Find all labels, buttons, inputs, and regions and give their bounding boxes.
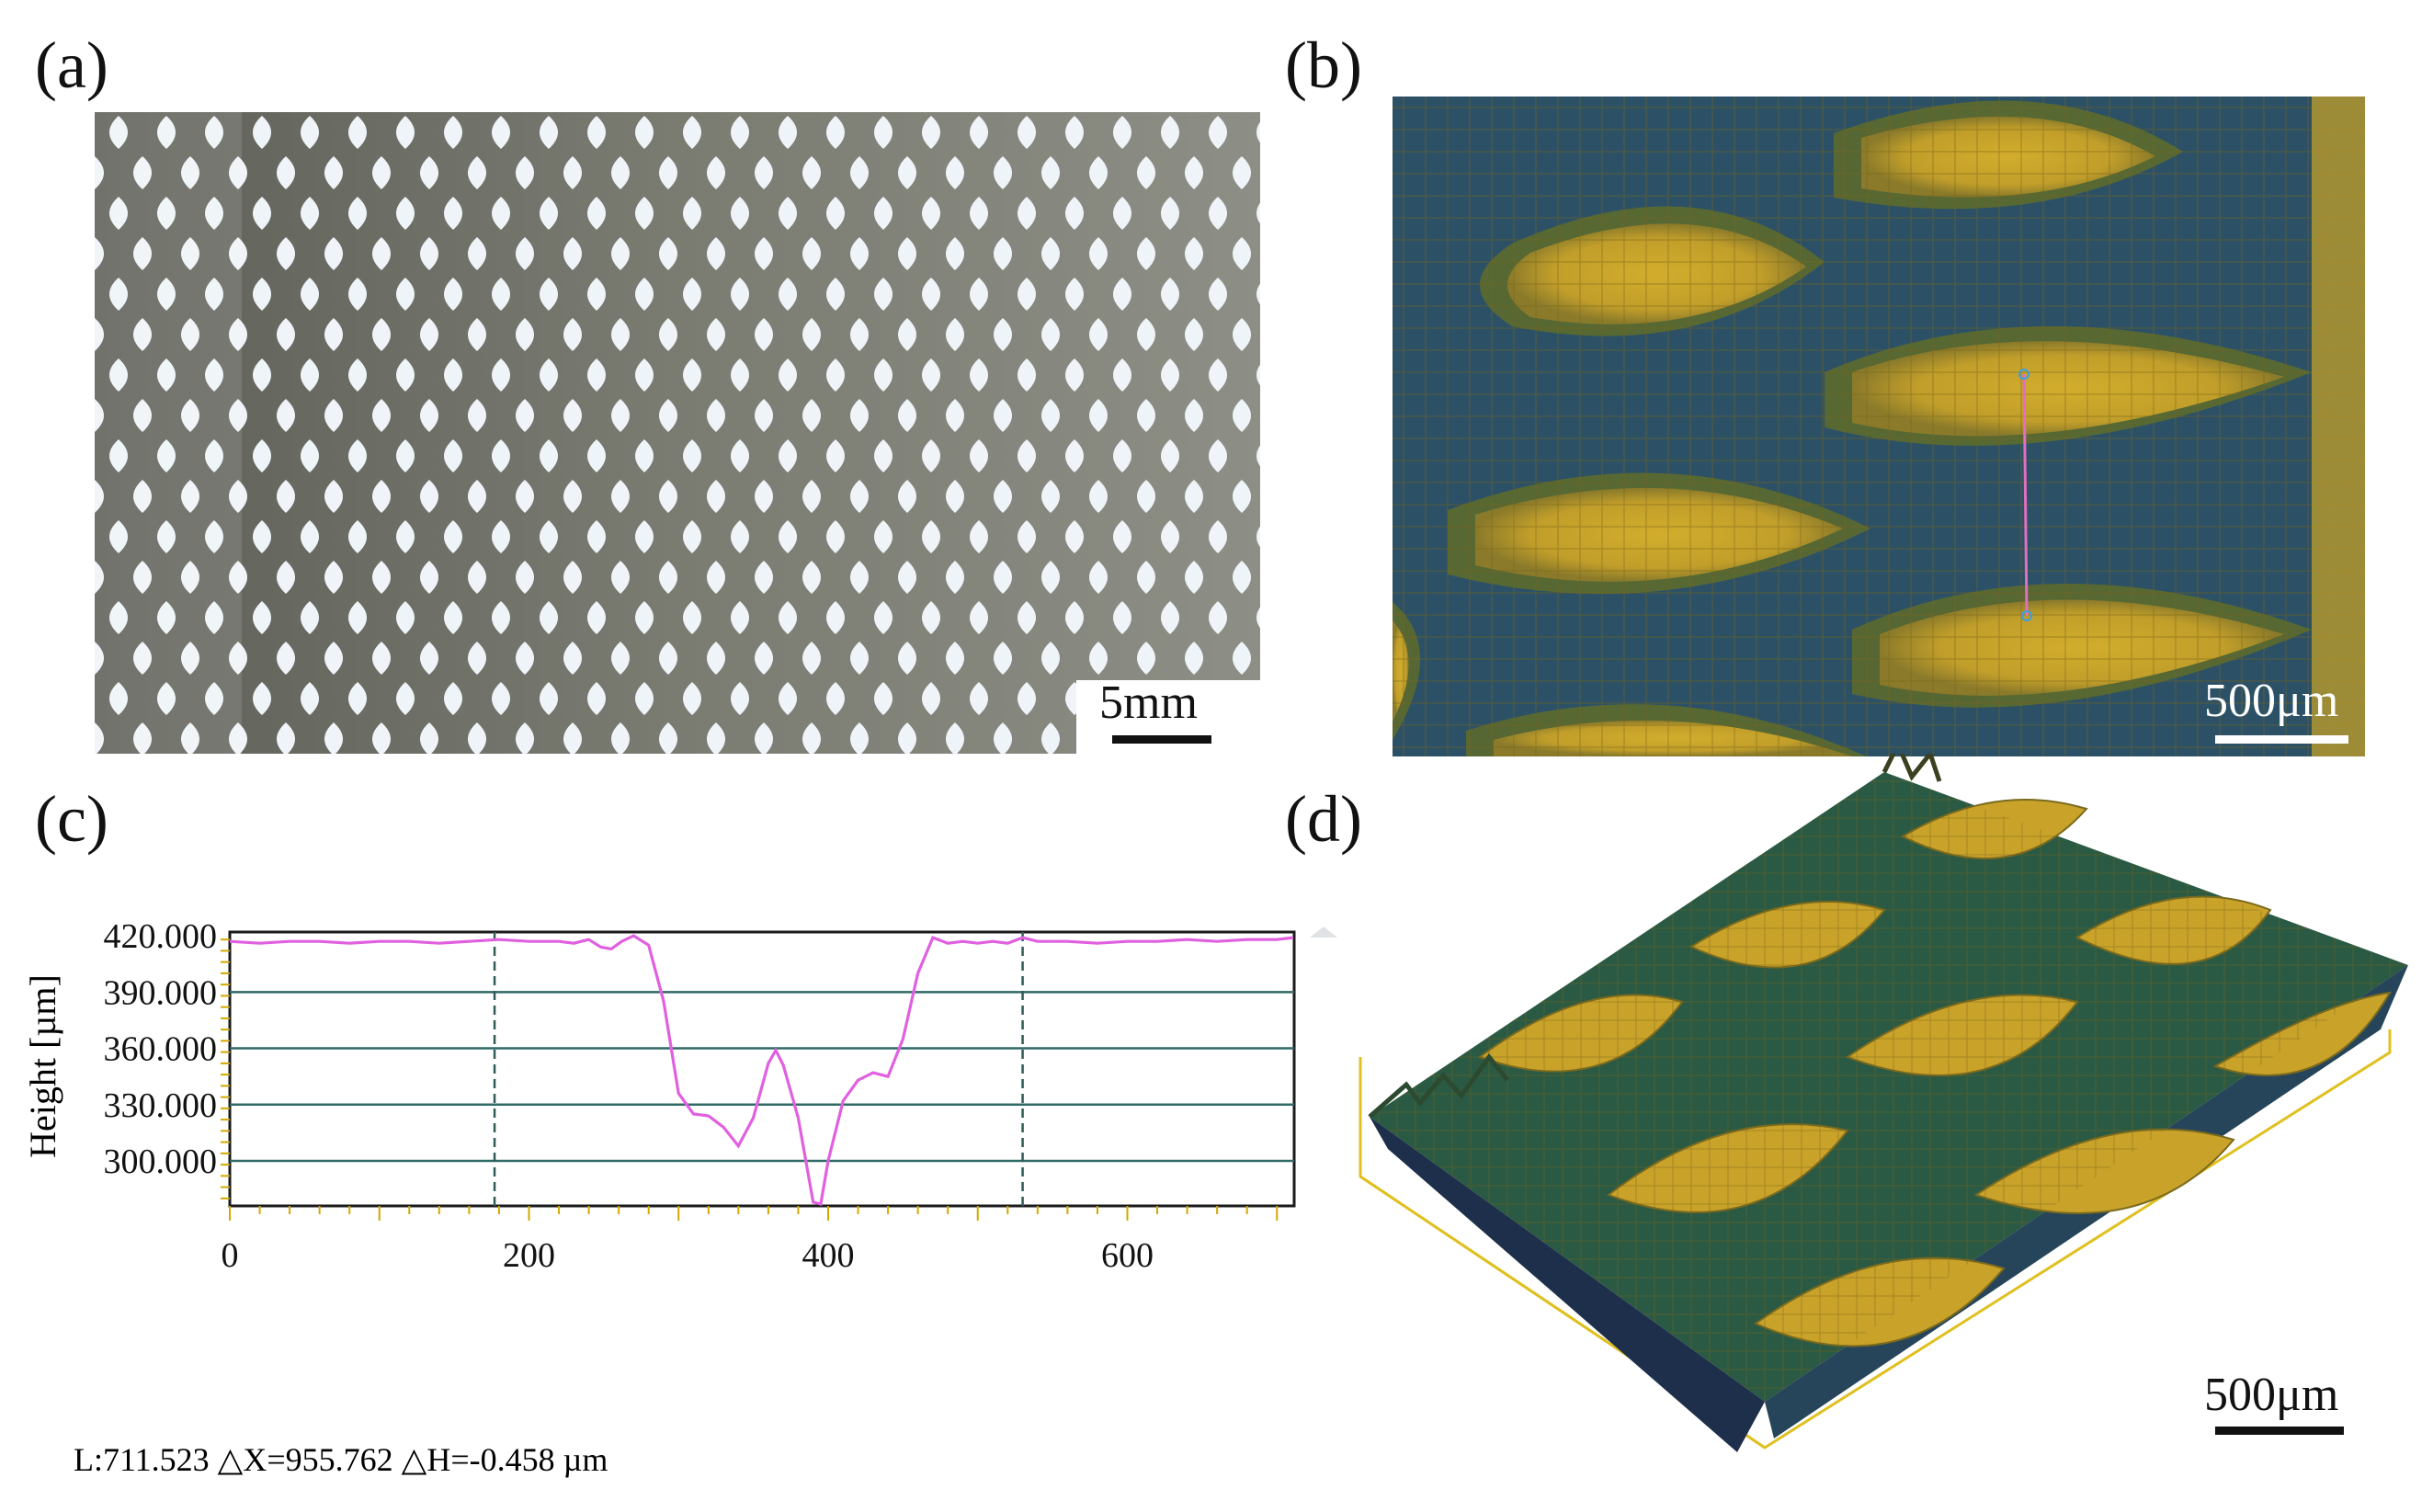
plot-area (228, 930, 1296, 1208)
panel-d-3d-surface (1333, 754, 2433, 1489)
heightmap-image (1393, 97, 2365, 756)
y-tick-label: 300.000 (104, 1143, 218, 1181)
panel-a-mesh-image (95, 112, 1260, 754)
y-axis-label: Height [µm] (22, 974, 63, 1158)
y-tick-label: 330.000 (104, 1086, 218, 1125)
panel-c-label: (c) (35, 782, 108, 856)
scale-label-a: 5mm (1099, 676, 1198, 729)
panel-c-chart: 420.000 390.000 360.000 330.000 300.000 0 200… (22, 917, 1337, 1478)
surface-3d-image (1359, 754, 2408, 1452)
scale-bar-b (2215, 735, 2348, 744)
panel-b-label: (b) (1285, 28, 1362, 102)
profile-line (229, 934, 1294, 1206)
y-tick-label: 420.000 (104, 917, 218, 956)
scale-bar-a (1112, 735, 1211, 744)
x-tick-label: 400 (802, 1236, 854, 1275)
measurement-footer: L:711.523 △X=955.762 △H=-0.458 µm (74, 1441, 608, 1478)
scale-label-d: 500μm (2204, 1369, 2339, 1421)
panel-b-heightmap (1393, 97, 2365, 756)
x-tick-label: 0 (222, 1236, 239, 1275)
y-tick-label: 360.000 (104, 1030, 218, 1069)
panel-a-label: (a) (35, 28, 108, 102)
x-tick-label: 600 (1101, 1236, 1154, 1275)
scale-label-b: 500μm (2204, 675, 2339, 727)
mesh-photo (95, 112, 1260, 754)
x-tick-label: 200 (503, 1236, 555, 1275)
scale-bar-d (2215, 1427, 2344, 1435)
collapse-triangle-icon (1310, 927, 1337, 938)
y-tick-label: 390.000 (104, 973, 218, 1012)
panel-d-label: (d) (1285, 782, 1362, 856)
